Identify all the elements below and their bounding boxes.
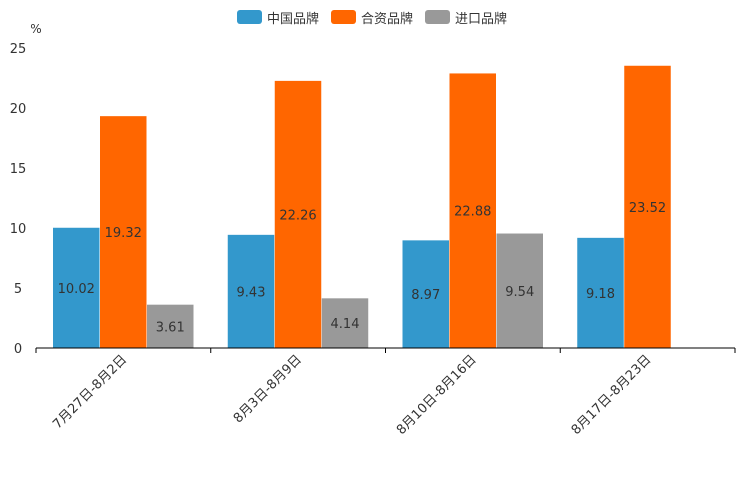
legend-item-joint-venture-brand[interactable]: 合资品牌 bbox=[330, 8, 413, 27]
bar bbox=[496, 233, 543, 348]
bar-value-label: 9.18 bbox=[586, 287, 615, 302]
bar-value-label: 22.88 bbox=[454, 205, 491, 220]
bar-value-label: 9.43 bbox=[237, 285, 266, 300]
bar bbox=[274, 80, 322, 348]
bar-value-label: 10.02 bbox=[58, 282, 95, 297]
bar bbox=[227, 234, 275, 348]
bar bbox=[624, 65, 671, 348]
bar bbox=[402, 240, 449, 348]
legend-label-china-brand: 中国品牌 bbox=[266, 11, 319, 27]
bar-value-label: 4.14 bbox=[331, 317, 360, 332]
y-tick-label: 20 bbox=[10, 102, 27, 117]
bar bbox=[100, 116, 147, 348]
legend-swatch-joint-venture-brand bbox=[330, 10, 356, 24]
bar-value-label: 19.32 bbox=[105, 226, 142, 241]
bar bbox=[577, 237, 624, 348]
bar-value-label: 3.61 bbox=[156, 320, 185, 335]
y-tick-label: 10 bbox=[10, 222, 27, 237]
bar-value-label: 22.26 bbox=[279, 208, 316, 223]
legend-label-import-brand: 进口品牌 bbox=[455, 11, 508, 27]
y-axis-unit-label: % bbox=[30, 22, 41, 36]
legend: 中国品牌 合资品牌 进口品牌 bbox=[0, 7, 744, 27]
bar-value-label: 23.52 bbox=[629, 201, 666, 216]
y-tick-label: 15 bbox=[10, 162, 27, 177]
x-axis-category-label: 7月27日-8月2日 bbox=[50, 352, 130, 432]
x-axis-category-label: 8月3日-8月9日 bbox=[231, 352, 305, 426]
x-axis-category-label: 8月17日-8月23日 bbox=[569, 352, 655, 438]
legend-label-joint-venture-brand: 合资品牌 bbox=[360, 11, 413, 27]
legend-swatch-import-brand bbox=[425, 10, 450, 24]
bar-value-label: 9.54 bbox=[505, 285, 534, 300]
x-axis-category-label: 8月10日-8月16日 bbox=[394, 352, 480, 438]
legend-item-import-brand[interactable]: 进口品牌 bbox=[425, 8, 507, 27]
y-tick-label: 5 bbox=[14, 282, 22, 297]
legend-item-china-brand[interactable]: 中国品牌 bbox=[236, 8, 319, 27]
bar bbox=[147, 304, 194, 348]
legend-swatch-china-brand bbox=[236, 10, 262, 24]
bar-value-label: 8.97 bbox=[411, 288, 440, 303]
y-tick-label: 0 bbox=[14, 342, 22, 357]
bar bbox=[53, 227, 100, 348]
y-tick-label: 25 bbox=[10, 42, 27, 57]
bar bbox=[449, 73, 496, 348]
bar bbox=[321, 298, 369, 348]
